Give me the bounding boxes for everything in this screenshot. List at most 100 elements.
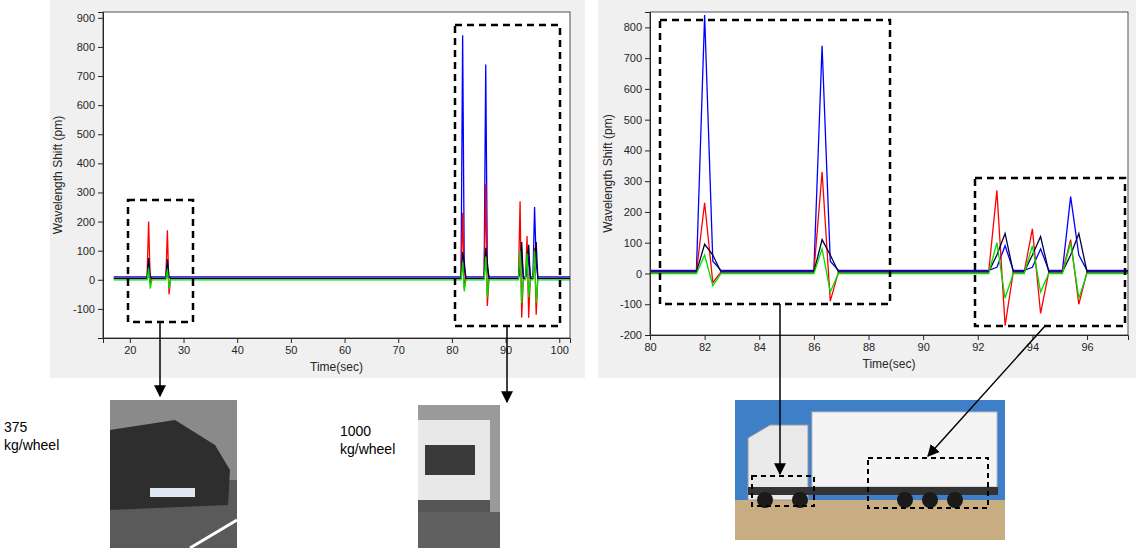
tick: 70	[393, 338, 405, 356]
tick-label: 86	[808, 341, 820, 353]
plot-lines	[650, 15, 1128, 326]
highlight-box	[128, 200, 193, 322]
tick-mark	[237, 338, 238, 343]
tick-mark	[645, 273, 650, 274]
tick-label: 400	[624, 144, 642, 156]
tick-label: 20	[124, 344, 136, 356]
photo-chassis	[748, 487, 998, 495]
tick: 40	[232, 338, 244, 356]
tick: 0	[89, 274, 103, 286]
tick-label: 80	[644, 341, 656, 353]
tick-mark	[645, 243, 650, 244]
tick-mark	[98, 309, 103, 310]
tick-mark	[869, 335, 870, 340]
tick-mark	[645, 181, 650, 182]
weight-label: 1000 kg/wheel	[340, 423, 395, 457]
tick-mark	[645, 150, 650, 151]
tick-label: 500	[77, 128, 95, 140]
photo-bg	[110, 400, 237, 548]
tick-label: 96	[1081, 341, 1093, 353]
axis-line	[98, 13, 104, 339]
tick-label: 200	[77, 216, 95, 228]
tick: 0	[636, 267, 650, 279]
tick-label: 300	[77, 186, 95, 198]
axis-line	[651, 336, 1129, 341]
y-axis: -200-1000100200300400500600700800	[620, 13, 651, 342]
photo-bg	[418, 405, 500, 548]
tick-mark	[978, 335, 979, 340]
tick-mark	[130, 338, 131, 343]
tick-mark	[98, 280, 103, 281]
tick-label: 30	[178, 344, 190, 356]
tick: 300	[624, 175, 650, 187]
tick-label: 70	[393, 344, 405, 356]
chart-panel: 2030405060708090100-10001002003004005006…	[50, 0, 585, 378]
tick: 200	[624, 206, 650, 218]
tick-mark	[398, 338, 399, 343]
photo-lane	[190, 520, 237, 548]
tick-mark	[645, 89, 650, 90]
tick: 600	[77, 99, 103, 111]
tick-label: 400	[77, 157, 95, 169]
chart-panel: 808284868890929496-200-10001002003004005…	[598, 0, 1136, 378]
tick-mark	[645, 304, 650, 305]
tick-label: 200	[624, 206, 642, 218]
tick-label: 600	[624, 83, 642, 95]
tick-mark	[645, 58, 650, 59]
series-line	[114, 184, 570, 318]
photo-bumper	[418, 500, 490, 512]
x-axis: 808284868890929496	[644, 335, 1128, 353]
tick-mark	[345, 338, 346, 343]
plot-frame	[650, 12, 1128, 335]
tick: 60	[339, 338, 351, 356]
photo-plate	[150, 488, 195, 497]
photo-trailer	[735, 400, 1005, 540]
tick: -100	[73, 303, 103, 315]
tick-label: 600	[77, 99, 95, 111]
tick: 800	[624, 21, 650, 33]
photo-grille	[425, 445, 475, 475]
tick-label: 700	[77, 70, 95, 82]
photo-wheel	[947, 492, 963, 508]
tick-label: 50	[285, 344, 297, 356]
weight-label-line: kg/wheel	[4, 437, 59, 453]
plot-lines	[114, 35, 570, 317]
tick-label: 700	[624, 52, 642, 64]
plot-frame	[103, 12, 570, 338]
tick-label: 100	[624, 237, 642, 249]
tick: 500	[77, 128, 103, 140]
weight-label-line: kg/wheel	[340, 441, 395, 457]
photo-truck-body	[418, 420, 490, 500]
axis-line	[104, 339, 571, 344]
photo-truck	[418, 405, 500, 548]
highlight-box	[455, 25, 560, 326]
tick: 90	[918, 335, 930, 353]
tick-label: 100	[77, 245, 95, 257]
tick: 600	[624, 83, 650, 95]
tick-mark	[814, 335, 815, 340]
tick: 700	[624, 52, 650, 64]
photo-car-body	[110, 420, 230, 510]
photo-box	[752, 476, 814, 506]
tick-mark	[452, 338, 453, 343]
tick-label: -100	[73, 303, 95, 315]
tick-mark	[98, 47, 103, 48]
figure: 20 30 40 50 60 70 80 90 100 -100 0 100 200 300 400 500 6…	[0, 0, 1140, 552]
weight-label: 375 kg/wheel	[4, 419, 59, 453]
y-axis-title: Wavelength Shift (pm)	[601, 114, 615, 232]
tick-mark	[645, 120, 650, 121]
tick: 100	[551, 338, 569, 356]
arrow	[506, 326, 508, 402]
tick: 20	[124, 338, 136, 356]
panel-background	[50, 0, 585, 378]
weight-label-line: 375	[4, 419, 28, 435]
tick-mark	[98, 134, 103, 135]
plot-background	[650, 12, 1128, 335]
tick-label: 92	[972, 341, 984, 353]
photos	[110, 400, 1005, 548]
tick: 500	[624, 114, 650, 126]
weight-label-line: 1000	[340, 423, 371, 439]
tick-mark	[98, 222, 103, 223]
tick: 100	[77, 245, 103, 257]
y-axis-title: Wavelength Shift (pm)	[51, 116, 65, 234]
